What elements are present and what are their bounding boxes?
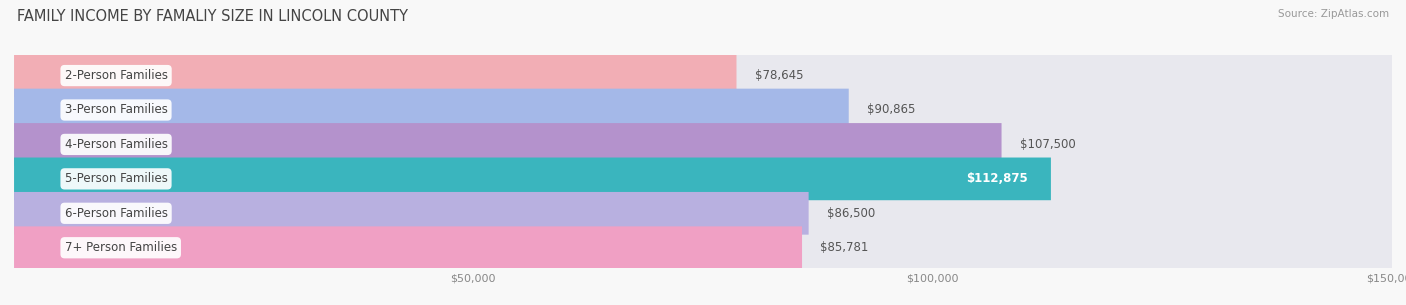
FancyBboxPatch shape <box>14 123 1392 166</box>
Text: $107,500: $107,500 <box>1019 138 1076 151</box>
FancyBboxPatch shape <box>14 89 849 131</box>
FancyBboxPatch shape <box>14 192 808 235</box>
Text: 4-Person Families: 4-Person Families <box>65 138 167 151</box>
FancyBboxPatch shape <box>14 54 1392 97</box>
FancyBboxPatch shape <box>14 192 1392 235</box>
FancyBboxPatch shape <box>14 89 1392 131</box>
FancyBboxPatch shape <box>14 54 737 97</box>
Text: $112,875: $112,875 <box>966 172 1028 185</box>
Text: 3-Person Families: 3-Person Families <box>65 103 167 117</box>
Text: 5-Person Families: 5-Person Families <box>65 172 167 185</box>
FancyBboxPatch shape <box>14 226 1392 269</box>
Text: $86,500: $86,500 <box>827 207 876 220</box>
Text: Source: ZipAtlas.com: Source: ZipAtlas.com <box>1278 9 1389 19</box>
FancyBboxPatch shape <box>14 157 1050 200</box>
FancyBboxPatch shape <box>14 123 1001 166</box>
Text: FAMILY INCOME BY FAMALIY SIZE IN LINCOLN COUNTY: FAMILY INCOME BY FAMALIY SIZE IN LINCOLN… <box>17 9 408 24</box>
Text: $85,781: $85,781 <box>821 241 869 254</box>
Text: $78,645: $78,645 <box>755 69 803 82</box>
FancyBboxPatch shape <box>14 157 1392 200</box>
Text: 2-Person Families: 2-Person Families <box>65 69 167 82</box>
Text: $90,865: $90,865 <box>868 103 915 117</box>
FancyBboxPatch shape <box>14 226 801 269</box>
Text: 6-Person Families: 6-Person Families <box>65 207 167 220</box>
Text: 7+ Person Families: 7+ Person Families <box>65 241 177 254</box>
